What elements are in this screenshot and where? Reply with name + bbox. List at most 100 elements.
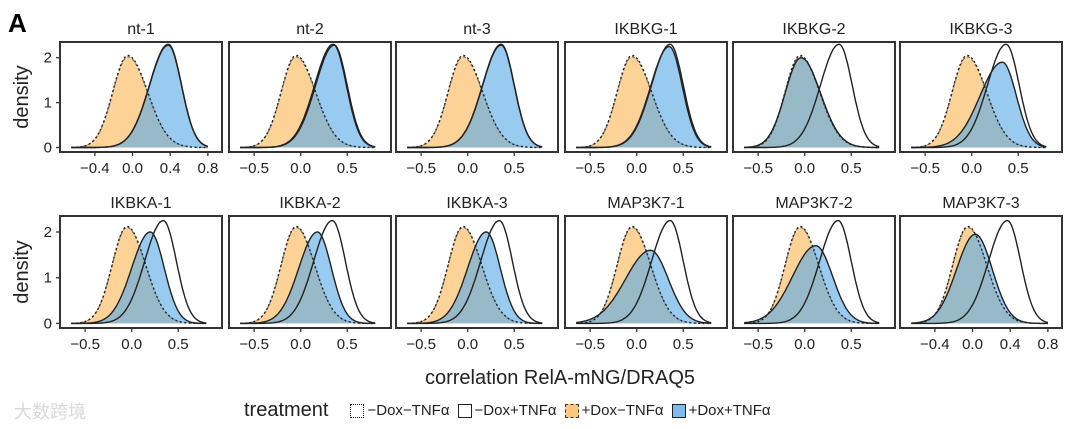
x-tick-label: 0.5	[673, 160, 694, 177]
density-fill-3	[407, 232, 543, 324]
x-tick-label: 0.0	[961, 160, 982, 177]
legend-key-orange	[564, 403, 579, 418]
density-line-1	[911, 43, 1047, 149]
panel-frame	[732, 41, 896, 153]
x-tick-label: −0.5	[239, 336, 269, 353]
panel-nt-2: nt-2 −0.5 0.0 0.5	[228, 21, 392, 177]
x-tick-label: 0.5	[337, 160, 358, 177]
panel-title: IKBKA-2	[279, 195, 340, 212]
x-tick-label: −0.5	[575, 160, 605, 177]
x-tick-label: −0.5	[406, 336, 436, 353]
panel-IKBKA-1: IKBKA-1 −0.5 0.0 0.5 0 1 2	[44, 195, 223, 353]
panel-title: nt-3	[463, 21, 491, 38]
density-line-0	[240, 54, 376, 149]
density-line-2	[407, 226, 543, 325]
density-fill-3	[71, 232, 207, 324]
panel-frame	[564, 41, 728, 153]
density-line-1	[407, 219, 543, 325]
panel-title: IKBKG-3	[949, 21, 1012, 38]
legend-item-minus-dox-minus-tnf: −Dox−TNFα	[350, 402, 450, 419]
panel-frame	[228, 41, 392, 153]
legend-title: treatment	[244, 399, 329, 421]
x-tick-label: 0.0	[962, 336, 983, 353]
panel-MAP3K7-2: MAP3K7-2 −0.5 0.0 0.5	[732, 195, 896, 353]
density-line-0	[911, 54, 1047, 149]
x-tick-label: 0.0	[290, 160, 311, 177]
density-fill-3	[911, 234, 1048, 324]
x-tick-label: 0.0	[457, 160, 478, 177]
x-tick-label: 0.5	[168, 336, 189, 353]
x-tick-label: 0.0	[794, 336, 815, 353]
y-tick-label: 0	[44, 315, 52, 332]
x-tick-label: −0.5	[575, 336, 605, 353]
panel-title: MAP3K7-1	[607, 195, 684, 212]
panel-IKBKG-3: IKBKG-3 −0.5 0.0 0.5	[899, 21, 1063, 177]
density-line-3	[576, 249, 712, 324]
x-tick-label: 0.5	[337, 336, 358, 353]
panel-title: IKBKG-1	[614, 21, 677, 38]
y-tick-label: 1	[44, 95, 52, 112]
density-line-0	[744, 54, 880, 149]
x-tick-label: 0.8	[197, 160, 218, 177]
density-line-3	[744, 244, 880, 325]
x-tick-label: 0.0	[290, 336, 311, 353]
x-tick-label: 0.4	[160, 160, 181, 177]
density-line-1	[576, 43, 712, 149]
density-line-1	[744, 43, 880, 149]
density-line-2	[240, 226, 376, 325]
density-line-1	[911, 219, 1049, 325]
panel-IKBKA-3: IKBKA-3 −0.5 0.0 0.5	[395, 195, 559, 353]
panel-nt-3: nt-3 −0.5 0.0 0.5	[395, 21, 559, 177]
density-line-0	[911, 225, 1048, 325]
density-line-1	[71, 219, 207, 325]
density-line-0	[407, 54, 543, 149]
x-tick-label: −0.5	[239, 160, 269, 177]
panel-title: IKBKA-3	[446, 195, 507, 212]
legend-label: +Dox+TNFα	[688, 402, 771, 419]
legend-key-dotted	[350, 403, 365, 418]
panel-frame	[564, 215, 728, 329]
x-tick-label: −0.5	[70, 336, 100, 353]
density-fill-3	[240, 45, 376, 148]
panel-frame	[899, 41, 1063, 153]
density-line-1	[240, 43, 376, 149]
panel-title: IKBKA-1	[110, 195, 171, 212]
x-tick-label: −0.4	[920, 336, 950, 353]
y-tick-label: 1	[44, 270, 52, 287]
panel-letter: A	[8, 8, 27, 38]
panel-title: nt-2	[296, 21, 324, 38]
density-fill-3	[576, 46, 712, 148]
x-tick-label: 0.0	[626, 160, 647, 177]
panel-frame	[395, 215, 559, 329]
y-axis-label: density	[11, 240, 33, 303]
panel-frame	[228, 215, 392, 329]
x-tick-label: 0.5	[504, 336, 525, 353]
panel-frame	[59, 215, 223, 329]
x-tick-label: 0.0	[794, 160, 815, 177]
density-line-1	[576, 219, 712, 325]
x-tick-label: 0.8	[1037, 336, 1058, 353]
density-fill-2	[240, 56, 376, 148]
x-tick-label: −0.5	[743, 160, 773, 177]
legend-item-plus-dox-minus-tnf: +Dox−TNFα	[564, 402, 664, 419]
x-tick-label: −0.4	[80, 160, 110, 177]
legend-label: −Dox+TNFα	[474, 402, 557, 419]
density-line-3	[407, 231, 543, 325]
panel-frame	[395, 41, 559, 153]
density-fill-3	[240, 232, 376, 324]
x-tick-label: 0.5	[673, 336, 694, 353]
x-tick-label: 0.0	[122, 160, 143, 177]
legend-label: −Dox−TNFα	[367, 402, 450, 419]
panel-MAP3K7-3: MAP3K7-3 −0.4 0.0 0.4 0.8	[899, 195, 1063, 353]
panel-title: nt-1	[127, 21, 155, 38]
legend-item-plus-dox-plus-tnf: +Dox+TNFα	[671, 402, 771, 419]
panel-title: MAP3K7-3	[942, 195, 1019, 212]
y-tick-label: 0	[44, 140, 52, 157]
panel-IKBKG-1: IKBKG-1 −0.5 0.0 0.5	[564, 21, 728, 177]
x-tick-label: 0.0	[457, 336, 478, 353]
panel-IKBKA-2: IKBKA-2 −0.5 0.0 0.5	[228, 195, 392, 353]
x-tick-label: −0.5	[743, 336, 773, 353]
density-line-2	[71, 226, 207, 325]
x-tick-label: −0.5	[910, 160, 940, 177]
